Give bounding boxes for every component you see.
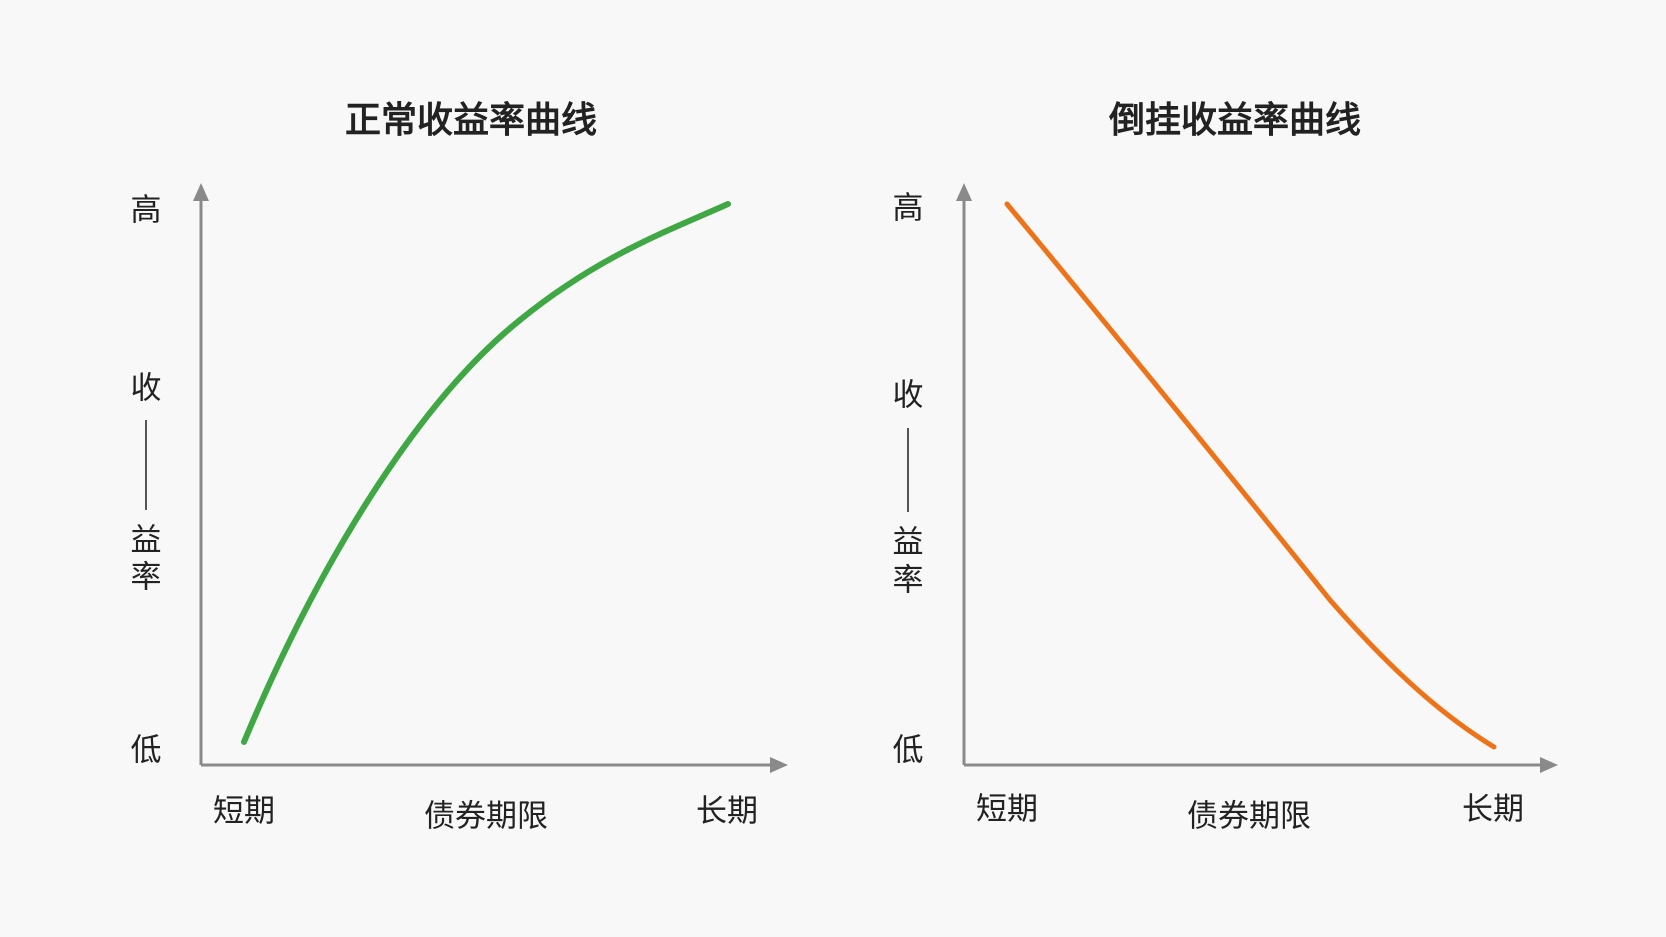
y-high-label: 高 [131, 193, 162, 229]
x-axis-arrow [770, 757, 788, 773]
normal-curve-panel: 正常收益率曲线 高 收 益 率 低 短期 债券期限 长期 [131, 100, 788, 835]
inverted-curve-panel: 倒挂收益率曲线 高 收 益 率 低 短期 债券期限 长期 [893, 100, 1558, 835]
panel-title: 正常收益率曲线 [345, 100, 597, 141]
y-low-label: 低 [893, 733, 924, 769]
y-axis-label: 益 [893, 525, 924, 561]
yield-curve [241, 201, 731, 745]
y-high-label: 高 [893, 191, 924, 227]
y-axis-label: 收 [131, 371, 162, 407]
x-axis-arrow [1540, 757, 1558, 773]
x-axis-label: 债券期限 [424, 799, 548, 835]
y-axis-label: 率 [893, 563, 924, 599]
y-axis-arrow [956, 183, 972, 201]
yield-curve [1004, 201, 1497, 750]
x-end-label: 长期 [696, 794, 758, 830]
y-axis-label: 益 [131, 523, 162, 559]
y-axis-arrow [193, 183, 209, 201]
x-start-label: 短期 [976, 792, 1038, 828]
y-axis-label: 收 [893, 378, 924, 414]
y-axis-label: 率 [131, 560, 162, 596]
panel-title: 倒挂收益率曲线 [1108, 100, 1361, 141]
x-axis-label: 债券期限 [1187, 799, 1311, 835]
y-low-label: 低 [131, 733, 162, 769]
x-end-label: 长期 [1462, 792, 1524, 828]
x-start-label: 短期 [213, 794, 275, 830]
